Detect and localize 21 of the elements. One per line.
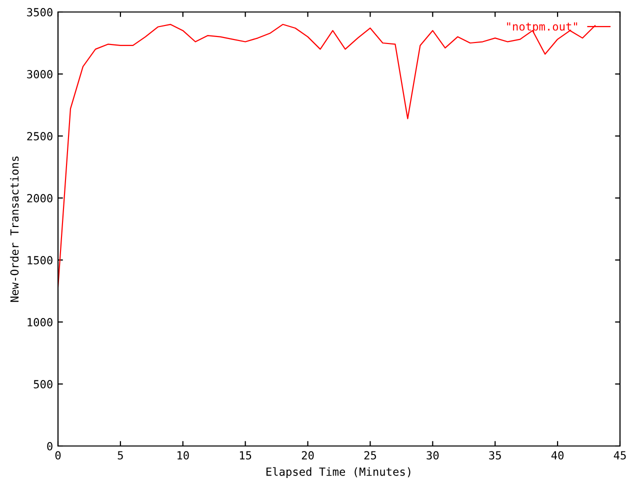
y-tick-label: 3500 bbox=[27, 8, 52, 16]
y-tick-label: 1500 bbox=[28, 256, 52, 264]
x-axis-title: Elapsed Time (Minutes) bbox=[266, 467, 410, 478]
x-tick-label: 20 bbox=[302, 451, 314, 460]
x-tick-label: 35 bbox=[489, 451, 501, 460]
y-tick-label: 2500 bbox=[27, 132, 52, 140]
x-tick-label: 45 bbox=[614, 451, 626, 460]
x-tick-label: 25 bbox=[364, 451, 376, 460]
x-tick-label: 30 bbox=[426, 451, 439, 460]
y-axis-title: New-Order Transactions bbox=[10, 156, 19, 302]
x-tick-label: 5 bbox=[118, 451, 123, 460]
x-tick-label: 0 bbox=[55, 451, 61, 460]
x-tick-label: 40 bbox=[551, 451, 564, 460]
y-tick-label: 500 bbox=[34, 380, 52, 388]
x-tick-label: 10 bbox=[178, 451, 189, 460]
y-tick-label: 3000 bbox=[27, 70, 52, 78]
legend-label: "notpm.out" bbox=[507, 22, 578, 33]
x-tick-label: 15 bbox=[240, 451, 252, 460]
y-tick-label: 0 bbox=[47, 442, 52, 450]
y-tick-label: 2000 bbox=[27, 194, 52, 202]
y-tick-label: 1000 bbox=[28, 318, 52, 326]
